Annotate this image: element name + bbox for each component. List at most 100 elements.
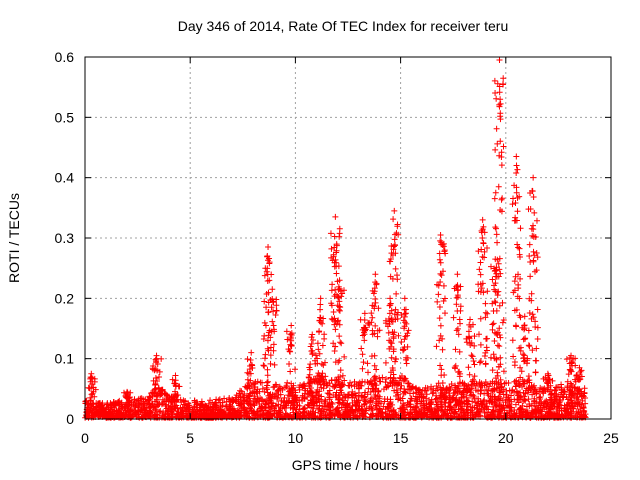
- data-point: [469, 398, 476, 405]
- data-point: [517, 381, 524, 388]
- data-point: [221, 413, 228, 420]
- spike-point: [389, 364, 396, 371]
- spike-point: [487, 354, 494, 361]
- spike-point: [471, 361, 478, 368]
- spike-point: [318, 361, 325, 368]
- data-point: [96, 403, 103, 410]
- spike-point: [397, 375, 404, 382]
- spike-point: [261, 355, 268, 362]
- data-point: [416, 393, 423, 400]
- data-point: [561, 407, 568, 414]
- data-point: [296, 406, 303, 413]
- data-point: [413, 403, 420, 410]
- spike-point: [534, 254, 541, 261]
- data-point: [258, 403, 265, 410]
- data-point: [412, 384, 419, 391]
- spike-point: [361, 337, 368, 344]
- spike-point: [398, 339, 405, 346]
- spike-point: [454, 398, 461, 405]
- spike-point: [376, 327, 383, 334]
- data-point: [515, 382, 522, 389]
- spike-point: [402, 306, 409, 313]
- data-point: [322, 398, 329, 405]
- data-point: [344, 394, 351, 401]
- spike-point: [287, 331, 294, 338]
- spike-point: [151, 386, 158, 393]
- data-point: [180, 401, 187, 408]
- spike-point: [534, 324, 541, 331]
- data-point: [409, 406, 416, 413]
- x-tick-label: 20: [498, 430, 514, 446]
- spike-point: [457, 303, 464, 310]
- data-point: [185, 402, 192, 409]
- spike-point: [369, 380, 376, 387]
- spike-point: [437, 322, 444, 329]
- data-point: [524, 409, 531, 416]
- spike-point: [369, 398, 376, 405]
- spike-point: [497, 361, 504, 368]
- spike-point: [249, 365, 256, 372]
- spike-point: [453, 294, 460, 301]
- data-point: [348, 407, 355, 414]
- data-point: [464, 403, 471, 410]
- spike-point: [495, 183, 502, 190]
- data-point: [329, 400, 336, 407]
- spike-point: [455, 331, 462, 338]
- data-point: [511, 410, 518, 417]
- data-point: [369, 410, 376, 417]
- data-point: [237, 398, 244, 405]
- data-point: [497, 408, 504, 415]
- spike-point: [489, 326, 496, 333]
- spike-point: [529, 311, 536, 318]
- spike-point: [89, 381, 96, 388]
- data-point: [290, 409, 297, 416]
- spike-point: [321, 331, 328, 338]
- data-point: [460, 387, 467, 394]
- spike-point: [333, 241, 340, 248]
- spike-point: [500, 81, 507, 88]
- data-point: [112, 399, 119, 406]
- spike-point: [333, 249, 340, 256]
- spike-point: [286, 387, 293, 394]
- spike-point: [517, 364, 524, 371]
- x-tick-label: 25: [603, 430, 619, 446]
- spike-point: [155, 384, 162, 391]
- data-point: [424, 407, 431, 414]
- spike-point: [437, 362, 444, 369]
- y-tick-label: 0.2: [55, 290, 75, 306]
- spike-point: [367, 389, 374, 396]
- spike-point: [498, 162, 505, 169]
- spike-point: [533, 217, 540, 224]
- spike-peak-point: [265, 244, 272, 251]
- data-point: [204, 404, 211, 411]
- data-point: [151, 412, 158, 419]
- spike-point: [437, 237, 444, 244]
- data-point: [528, 402, 535, 409]
- data-point: [515, 399, 522, 406]
- spike-point: [359, 351, 366, 358]
- data-point: [342, 407, 349, 414]
- spike-point: [493, 307, 500, 314]
- data-point: [198, 398, 205, 405]
- spike-point: [437, 398, 444, 405]
- spike-point: [500, 143, 507, 150]
- spike-point: [521, 322, 528, 329]
- spike-point: [475, 331, 482, 338]
- spike-point: [306, 364, 313, 371]
- spike-point: [386, 310, 393, 317]
- spike-point: [480, 240, 487, 247]
- spike-point: [313, 352, 320, 359]
- data-point: [536, 388, 543, 395]
- spike-point: [484, 310, 491, 317]
- data-point: [489, 380, 496, 387]
- spike-point: [436, 303, 443, 310]
- spike-point: [316, 329, 323, 336]
- spike-point: [123, 394, 130, 401]
- data-point: [481, 382, 488, 389]
- data-point: [273, 390, 280, 397]
- data-point: [185, 414, 192, 421]
- spike-point: [548, 400, 555, 407]
- spike-point: [465, 333, 472, 340]
- data-point: [163, 398, 170, 405]
- spike-point: [389, 275, 396, 282]
